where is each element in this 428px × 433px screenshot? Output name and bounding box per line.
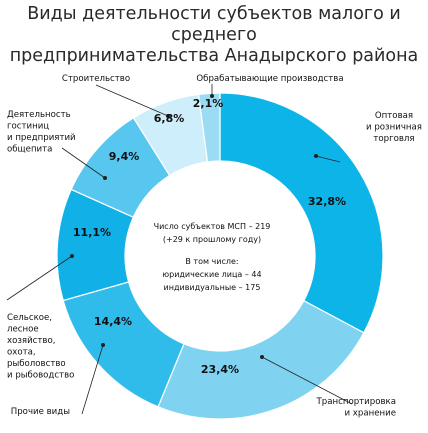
percent-label-7: 2,1% [193, 97, 224, 110]
percent-label-4: 11,1% [73, 226, 111, 239]
category-label-1: Оптовая и розничная торговля [366, 111, 422, 144]
percent-label-3: 14,4% [94, 315, 132, 328]
title-line-2: предпринимательства Анадырского района [9, 46, 419, 66]
donut-slices [56, 92, 384, 420]
leader-line-4 [6, 255, 73, 301]
percent-label-6: 6,8% [154, 112, 185, 125]
leader-dot-6 [166, 114, 170, 118]
title-line-1: Виды деятельности субъектов малого и сре… [27, 4, 401, 45]
chart-title: Виды деятельности субъектов малого и сре… [0, 4, 428, 67]
center-total: Число субъектов МСП – 219 [154, 222, 271, 231]
percent-label-1: 32,8% [308, 195, 346, 208]
category-label-7: Обрабатывающие производства [196, 74, 343, 84]
leader-line-1 [315, 155, 341, 163]
center-individual: индивидуальные – 175 [164, 283, 261, 292]
slice-1 [219, 92, 384, 334]
leader-line-5 [61, 147, 106, 179]
percent-label-5: 9,4% [109, 150, 140, 163]
percent-label-2: 23,4% [201, 363, 239, 376]
leader-line-6 [95, 84, 169, 117]
leader-line-3 [81, 344, 104, 415]
category-label-5: Деятельность гостиниц и предприятий общепит… [7, 110, 76, 155]
center-change: (+29 к прошлому году) [163, 235, 261, 244]
leader-dot-5 [103, 176, 107, 180]
category-label-4: Сельское, лесное хозяйство, охота, рыболовст… [7, 313, 74, 381]
slice-7 [197, 92, 221, 163]
center-text: Число субъектов МСП – 219 (+29 к прошлом… [154, 222, 271, 292]
category-label-2: Транспортировка и хранение [316, 397, 396, 419]
leader-dot-3 [101, 343, 105, 347]
leader-lines [6, 84, 353, 415]
center-legal: юридические лица – 44 [162, 270, 261, 279]
leader-dot-1 [314, 154, 318, 158]
leader-dot-2 [260, 355, 264, 359]
leader-dot-4 [70, 254, 74, 258]
leader-dot-7 [210, 94, 214, 98]
leader-line-2 [261, 356, 353, 405]
category-label-6: Строительство [62, 74, 130, 84]
percent-labels: 32,8% 23,4% 14,4% 11,1% 9,4% 6,8% 2,1% [73, 97, 346, 376]
slice-3 [62, 281, 185, 408]
center-including: В том числе: [185, 257, 238, 266]
category-labels: Оптовая и розничная торговля Транспортировк… [7, 74, 422, 419]
category-label-3: Прочие виды [11, 407, 70, 417]
